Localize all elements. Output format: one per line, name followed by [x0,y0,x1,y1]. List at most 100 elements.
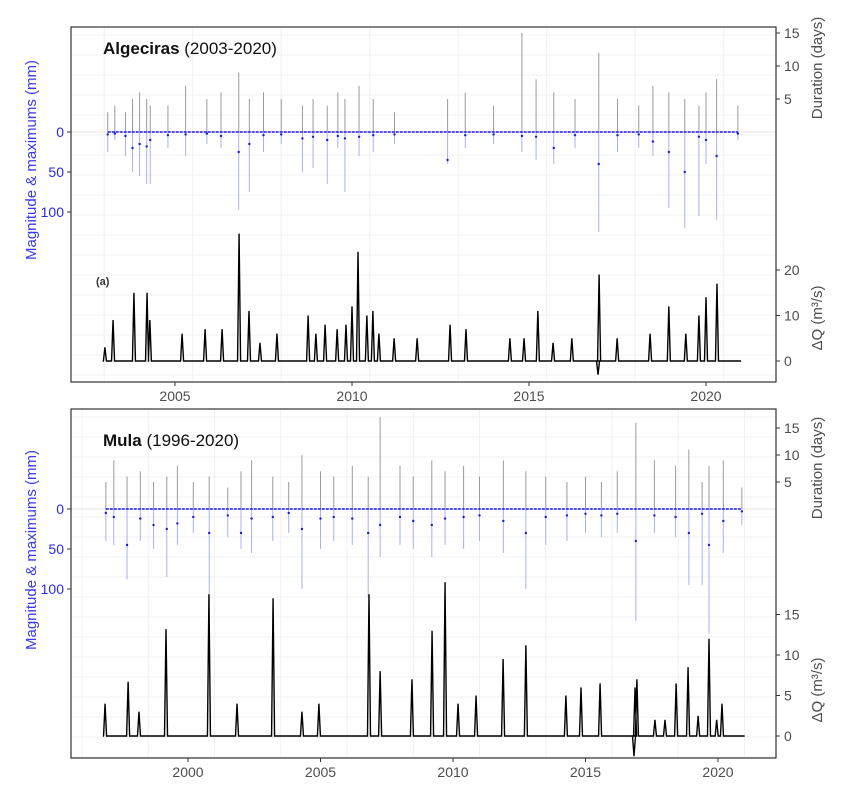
maximum-point [634,539,638,543]
maximum-point [573,134,577,137]
maximum-point [326,138,329,142]
maximum-point [393,133,396,136]
dq-tick-label: 0 [784,728,792,744]
maximum-point [145,145,148,148]
maximum-point [205,132,209,135]
maximum-point [226,514,229,517]
maximum-point [697,135,701,138]
maximum-point [502,519,505,523]
panel-mula: Mula (1996-2020) Magnitude & maximums (m… [23,408,826,780]
maximum-point [700,512,704,515]
dq-series-line [102,233,742,375]
maximum-point [722,519,725,523]
x-tick-label: 2020 [690,388,721,404]
maximum-point [208,531,211,535]
y-axis-left-label: Magnitude & maximums (mm) [23,450,40,650]
station-name: Mula [103,431,142,450]
maximum-point [715,154,718,158]
maximum-point [271,515,274,519]
maximum-point [367,531,370,535]
maximum-point [319,517,322,520]
maximum-point [478,514,481,517]
maximum-point [311,135,315,138]
magnitude-tick-label: 0 [56,501,64,517]
duration-tick-label: 5 [784,91,792,107]
maximum-point [113,132,117,135]
maximum-point [651,140,655,143]
maximum-point [740,510,744,513]
panel-title: Algeciras (2003-2020) [103,39,277,58]
maximum-point [398,515,402,519]
maximum-point [616,512,619,515]
maximum-point [616,134,619,137]
maximum-point [704,138,708,142]
y-axis-right-top-label: Duration (days) [809,17,826,120]
panel-title: Mula (1996-2020) [103,431,239,450]
maximum-point [492,133,495,136]
maximum-point [372,134,375,137]
maximum-point [637,133,640,136]
maximum-point [464,134,467,137]
maximum-point [149,138,152,142]
maximum-point [262,134,265,137]
maximum-point [687,531,691,535]
dq-tick-label: 5 [784,688,792,704]
maximum-point [336,134,340,138]
maximum-point [534,135,538,138]
dq-tick-label: 15 [784,607,800,623]
maximum-point [300,527,304,531]
magnitude-tick-label: 0 [56,124,64,140]
maximum-point [165,527,168,531]
maximum-point [600,514,603,517]
y-axis-right-top-label: Duration (days) [809,417,826,520]
station-period: (2003-2020) [180,39,277,58]
maximum-point [552,146,555,150]
plot-area [71,27,776,382]
maximum-point [192,515,195,519]
maximum-point [462,515,465,519]
maximum-point [351,517,354,520]
x-tick-label: 2020 [702,764,733,780]
x-tick-label: 2010 [336,388,367,404]
magnitude-tick-label: 50 [48,541,64,557]
plot-frame [70,26,777,383]
maximum-point [357,135,361,138]
maximum-point [707,543,711,547]
y-axis-right-bottom-label: ΔQ (m³/s) [809,657,826,722]
plot-background [71,27,776,382]
maximum-point [412,519,415,523]
maximum-point [219,134,223,138]
x-tick-label: 2015 [570,764,601,780]
maximum-point [683,170,686,174]
magnitude-tick-label: 50 [48,164,64,180]
panel-algeciras: Algeciras (2003-2020) (a) Magnitude & ma… [23,17,826,404]
maximum-point [237,150,240,154]
x-tick-label: 2005 [305,764,336,780]
panel-label: (a) [96,276,110,288]
maximum-point [653,514,656,517]
maximum-point [112,515,116,519]
maximum-point [520,134,524,138]
maximum-point [446,158,449,162]
y-axis-left-label: Magnitude & maximums (mm) [23,60,40,260]
maximum-point [332,515,335,519]
maximum-point [378,523,382,527]
maximum-point [443,517,447,520]
maximum-point [184,133,187,136]
dq-tick-label: 0 [784,353,792,369]
maximum-point [565,514,569,517]
maximum-point [301,137,304,140]
maximum-point [343,137,347,140]
station-name: Algeciras [103,39,180,58]
maximum-point [667,150,671,154]
maximum-point [166,134,170,137]
maximum-point [239,531,243,535]
maximum-point [124,134,127,138]
magnitude-tick-label: 100 [41,581,65,597]
duration-tick-label: 5 [784,474,792,490]
maximum-point [524,531,528,535]
maximum-point [250,517,253,520]
station-period: (1996-2020) [142,431,239,450]
magnitude-tick-label: 100 [41,204,65,220]
